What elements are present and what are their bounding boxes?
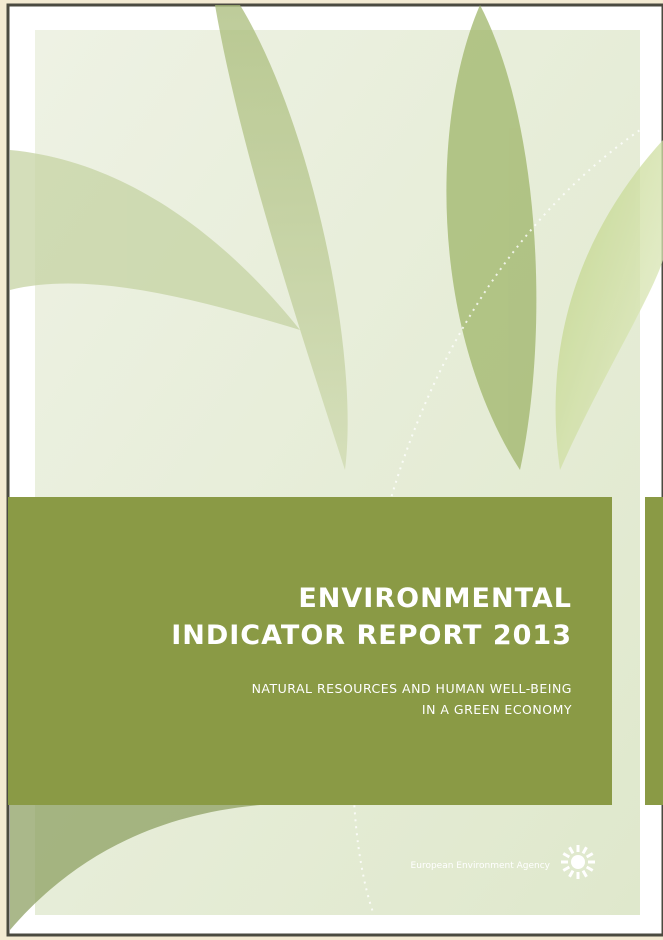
title-band [8,497,612,805]
leaves [10,5,663,930]
band-edge [645,497,663,805]
subtitle: NATURAL RESOURCES AND HUMAN WELL-BEING [252,681,572,696]
subtitle: IN A GREEN ECONOMY [422,702,572,717]
title: ENVIRONMENTAL [298,583,572,614]
logo [561,845,595,879]
title: INDICATOR REPORT 2013 [171,620,572,651]
publisher: European Environment Agency [411,861,551,871]
